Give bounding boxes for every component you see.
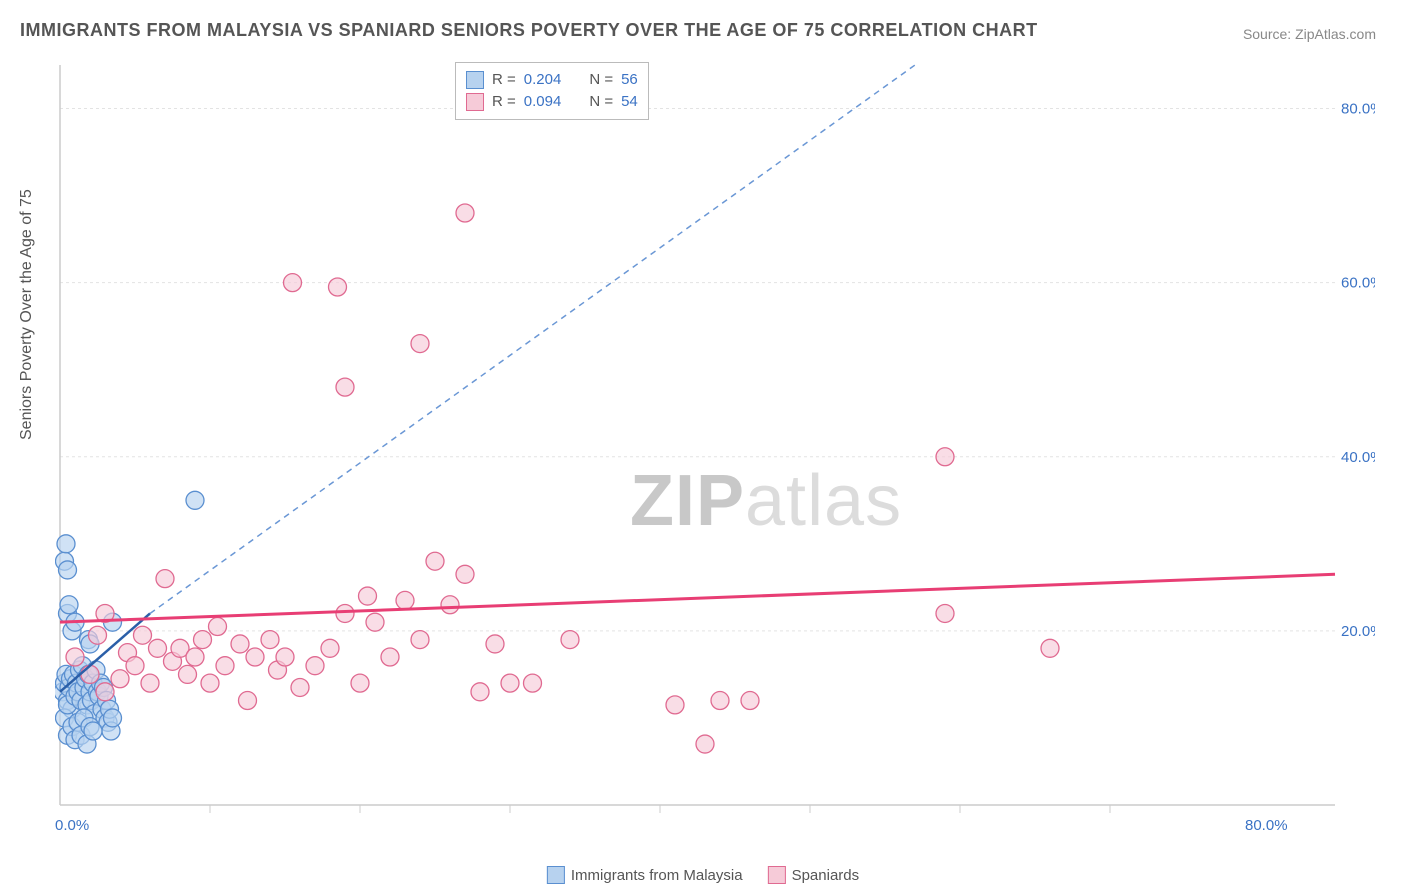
svg-text:20.0%: 20.0%	[1341, 623, 1375, 640]
svg-text:80.0%: 80.0%	[1341, 101, 1375, 118]
n-label: N =	[589, 91, 613, 113]
legend-item: Immigrants from Malaysia	[547, 866, 743, 884]
r-value: 0.094	[524, 91, 562, 113]
scatter-chart: 20.0% 40.0% 60.0% 80.0% 0.0% 80.0%	[55, 60, 1375, 840]
legend-swatch	[768, 866, 786, 884]
legend-swatch	[466, 71, 484, 89]
legend-swatch	[466, 93, 484, 111]
stats-legend-row: R = 0.094 N = 54	[466, 91, 638, 113]
svg-text:0.0%: 0.0%	[55, 817, 89, 834]
r-label: R =	[492, 69, 516, 91]
chart-title: IMMIGRANTS FROM MALAYSIA VS SPANIARD SEN…	[20, 20, 1038, 41]
source-label: Source: ZipAtlas.com	[1243, 26, 1376, 42]
svg-text:40.0%: 40.0%	[1341, 449, 1375, 466]
r-value: 0.204	[524, 69, 562, 91]
legend-label: Immigrants from Malaysia	[571, 867, 743, 884]
n-label: N =	[589, 69, 613, 91]
chart-area: 20.0%40.0%60.0%80.0%0.0%80.0% ZIPatlas	[55, 60, 1375, 840]
series-legend: Immigrants from Malaysia Spaniards	[547, 866, 859, 884]
legend-swatch	[547, 866, 565, 884]
stats-legend: R = 0.204 N = 56 R = 0.094 N = 54	[455, 62, 649, 120]
legend-item: Spaniards	[768, 866, 860, 884]
svg-text:80.0%: 80.0%	[1245, 817, 1288, 834]
legend-label: Spaniards	[792, 867, 860, 884]
y-axis-label: Seniors Poverty Over the Age of 75	[18, 189, 36, 440]
n-value: 56	[621, 69, 638, 91]
n-value: 54	[621, 91, 638, 113]
stats-legend-row: R = 0.204 N = 56	[466, 69, 638, 91]
r-label: R =	[492, 91, 516, 113]
svg-text:60.0%: 60.0%	[1341, 275, 1375, 292]
